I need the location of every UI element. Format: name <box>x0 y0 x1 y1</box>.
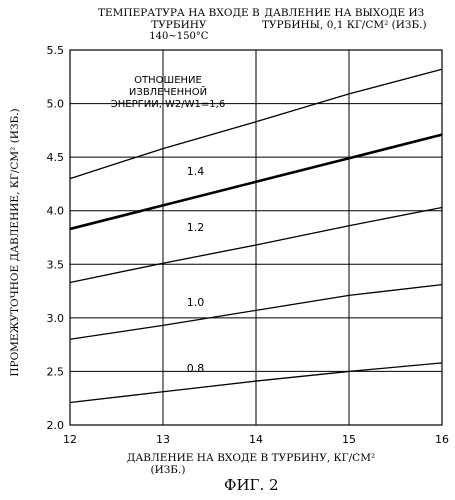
x-tick-label-2: 14 <box>249 433 263 446</box>
x-axis-title-line1: ДАВЛЕНИЕ НА ВХОДЕ В ТУРБИНУ, КГ/СМ² <box>127 452 375 464</box>
tick-labels: 12 13 14 15 16 2.0 2.5 3.0 3.5 4.0 4.5 5.0 5.5 <box>47 44 450 446</box>
curve-label-3: 0.8 <box>187 362 205 375</box>
ratio-header-line-3: ЭНЕРГИИ, W2/W1=1,6 <box>111 99 225 110</box>
x-axis-title-line2: (ИЗБ.) <box>151 464 186 476</box>
y-tick-label-2: 3.0 <box>47 312 65 325</box>
x-tick-label-3: 15 <box>342 433 356 446</box>
figure-caption: ФИГ. 2 <box>224 476 279 494</box>
y-tick-label-6: 5.0 <box>47 98 65 111</box>
curve-label-0: 1.4 <box>187 165 205 178</box>
ratio-header-line-1: ОТНОШЕНИЕ <box>134 75 202 86</box>
y-tick-label-1: 2.5 <box>47 365 65 378</box>
y-tick-label-5: 4.5 <box>47 151 65 164</box>
y-tick-label-4: 4.0 <box>47 205 65 218</box>
curve-label-2: 1.0 <box>187 296 205 309</box>
y-tick-label-7: 5.5 <box>47 44 65 57</box>
ratio-header-line-2: ИЗВЛЕЧЕННОЙ <box>129 85 207 98</box>
x-tick-label-0: 12 <box>63 433 77 446</box>
y-tick-label-0: 2.0 <box>47 419 65 432</box>
x-tick-label-1: 13 <box>156 433 170 446</box>
curve-label-1: 1.2 <box>187 221 205 234</box>
y-axis-title: ПРОМЕЖУТОЧНОЕ ДАВЛЕНИЕ, КГ/СМ² (ИЗБ.) <box>9 108 21 376</box>
x-tick-label-4: 16 <box>435 433 449 446</box>
y-tick-label-3: 3.5 <box>47 258 65 271</box>
